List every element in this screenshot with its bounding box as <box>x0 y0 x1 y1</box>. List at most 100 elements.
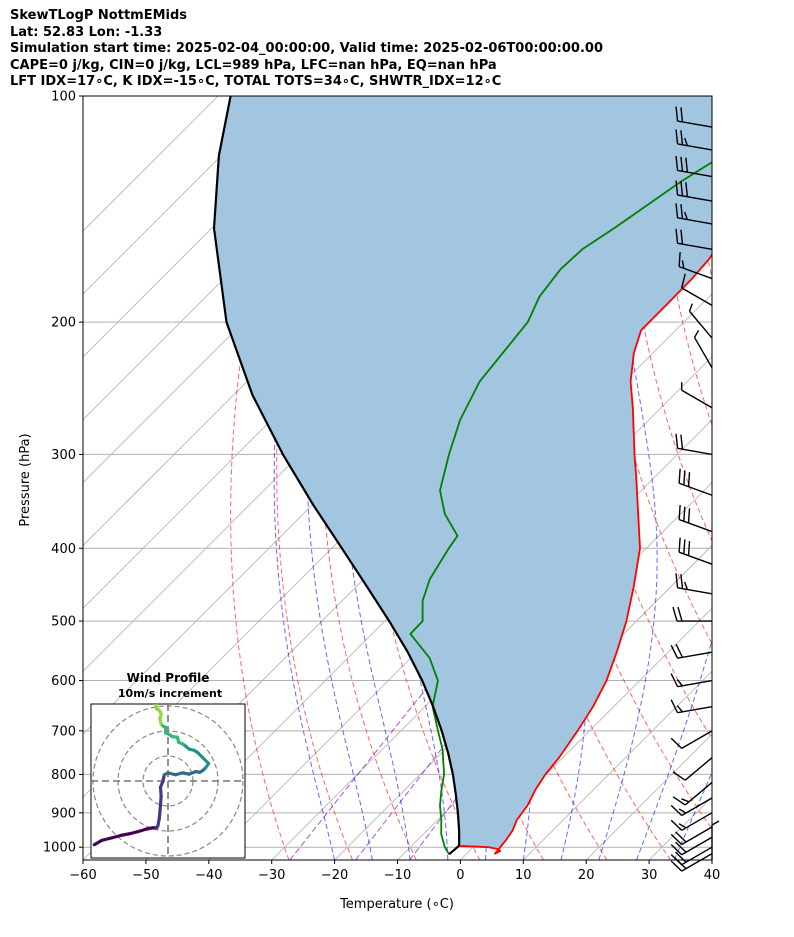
isotherm-line <box>271 419 712 860</box>
y-tick-label: 500 <box>51 615 76 630</box>
x-tick-label: −40 <box>195 868 222 883</box>
hodograph-subtitle: 10m/s increment <box>118 687 222 700</box>
cin-shading <box>214 96 712 850</box>
moist-adiabat <box>636 638 712 860</box>
wind-barb-flag <box>687 508 691 524</box>
dry-adiabat <box>230 96 299 860</box>
hodograph-segment <box>154 704 158 708</box>
wind-barb-flag <box>670 833 683 846</box>
y-tick-label: 800 <box>51 768 76 783</box>
wind-barb-flag <box>670 860 683 872</box>
wind-barb-flag <box>675 155 679 171</box>
wind-barb-flag <box>687 541 691 556</box>
y-tick-label: 400 <box>51 542 76 557</box>
wind-barb-staff <box>681 797 713 817</box>
wind-barb-flag <box>672 606 678 622</box>
sounding-lines <box>212 96 712 856</box>
wind-barb-staff <box>677 169 713 178</box>
wind-barb-flag <box>670 644 679 659</box>
wind-barb-flag <box>683 581 689 590</box>
x-tick-label: 40 <box>704 868 721 883</box>
y-tick-label: 100 <box>51 90 76 105</box>
x-tick-label: −60 <box>69 868 96 883</box>
moist-adiabat <box>598 96 658 860</box>
wind-barb-flag <box>680 107 684 122</box>
x-tick-label: −10 <box>384 868 411 883</box>
isotherm-line <box>83 96 282 295</box>
wind-barb-flag <box>683 539 686 554</box>
wind-barb-flag <box>683 211 689 220</box>
wind-barb-flag <box>678 504 681 520</box>
wind-barb-staff <box>677 587 713 595</box>
wind-barb-flag <box>670 737 683 749</box>
dry-adiabat <box>623 96 712 543</box>
dry-adiabat <box>320 96 417 860</box>
wind-barb-flag <box>675 643 684 658</box>
wind-barb-flag <box>672 771 686 781</box>
hodograph-inset: Wind Profile 10m/s increment <box>90 671 246 859</box>
wind-barb-flag <box>680 130 684 145</box>
stability-indices: LFT IDX=17∘C, K IDX=-15∘C, TOTAL TOTS=34… <box>10 74 502 89</box>
wind-barb-flag <box>680 156 684 172</box>
y-tick-label: 200 <box>51 316 76 331</box>
wind-barb-staff <box>678 551 713 565</box>
wind-barb-staff <box>681 836 713 856</box>
wind-barbs <box>670 106 720 872</box>
y-axis-label: Pressure (hPa) <box>18 433 33 526</box>
chart-title: SkewTLogP NottmEMids <box>10 8 188 23</box>
dry-adiabat <box>787 96 794 860</box>
wind-barb-staff <box>681 846 713 866</box>
wind-barb-staff <box>678 265 713 280</box>
wind-barb-staff <box>681 730 713 749</box>
wind-barb-flag <box>678 468 681 484</box>
wind-barb-flag <box>687 472 691 487</box>
wind-barb-flag <box>676 705 683 713</box>
wind-barb-flag <box>672 796 686 806</box>
axis-ticks: −60 −50 −40 −30 −20 −10 0 10 20 30 40 100 200 300 400 5… <box>43 90 720 884</box>
wind-barb-flag <box>670 854 683 866</box>
wind-barb-staff <box>677 194 713 202</box>
wind-barb-flag <box>680 181 684 196</box>
wind-barb-staff <box>678 482 713 496</box>
wind-barb-flag <box>680 229 684 245</box>
moist-adiabat <box>711 858 712 860</box>
parcel-indices: CAPE=0 j/kg, CIN=0 j/kg, LCL=989 hPa, LF… <box>10 57 497 73</box>
wind-barb-staff <box>677 242 713 251</box>
isotherm-line <box>83 96 219 232</box>
dewpoint-line <box>409 161 712 855</box>
wind-barb-staff <box>677 447 713 456</box>
wind-barb-flag <box>683 506 686 522</box>
wind-barb-flag <box>688 303 693 312</box>
y-tick-label: 900 <box>51 806 76 821</box>
wind-barb-flag <box>685 157 689 173</box>
hodograph-segment <box>100 836 114 842</box>
wind-barb-flag <box>711 820 720 826</box>
wind-barb-flag <box>677 606 683 622</box>
x-tick-label: 0 <box>456 868 464 883</box>
wind-barb-flag <box>683 137 689 146</box>
mixing-ratio-line <box>289 669 442 860</box>
wind-barb-flag <box>678 252 681 267</box>
wind-barb-staff <box>684 757 713 781</box>
wind-barb-flag <box>675 831 687 843</box>
wind-barb-staff <box>677 120 713 128</box>
x-tick-label: 10 <box>515 868 532 883</box>
wind-barb-flag <box>680 204 684 219</box>
wind-barb-flag <box>681 260 685 269</box>
wind-barb-staff <box>678 518 713 533</box>
wind-barb-flag <box>670 673 679 687</box>
wind-barb-flag <box>670 699 679 714</box>
wind-barb-flag <box>675 573 679 588</box>
wind-barb-flag <box>680 574 684 589</box>
dry-adiabat <box>722 96 794 860</box>
location-info: Lat: 52.83 Lon: -1.33 <box>10 24 163 40</box>
time-info: Simulation start time: 2025-02-04_00:00:… <box>10 41 603 56</box>
wind-barb-staff <box>681 826 713 846</box>
wind-barb-flag <box>675 841 687 853</box>
parcel-line <box>212 96 461 856</box>
wind-barb-flag <box>678 537 681 553</box>
wind-barb-staff <box>681 389 713 409</box>
isotherm-line <box>523 670 712 860</box>
wind-barb-flag <box>675 228 679 244</box>
wind-barb-staff <box>677 679 713 688</box>
